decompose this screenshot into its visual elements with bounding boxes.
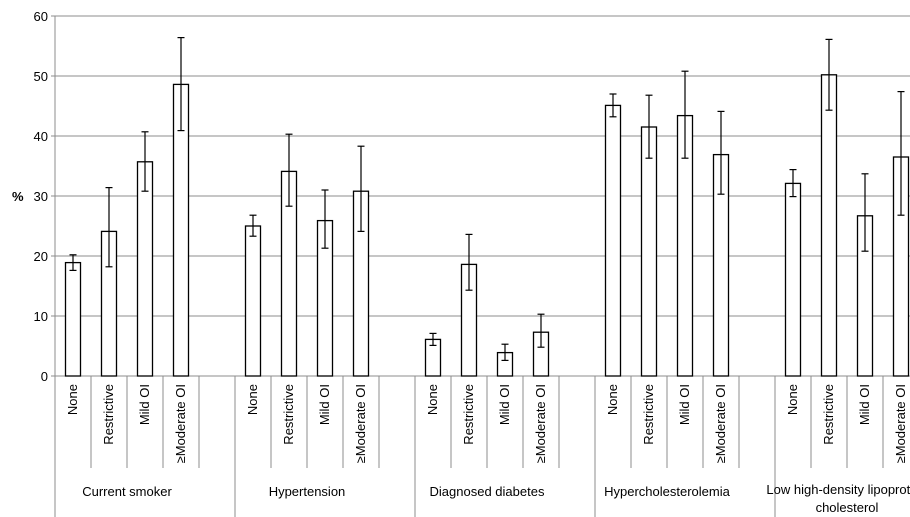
bar (640, 126, 658, 377)
group-label: Current smoker (82, 484, 172, 499)
category-label: Mild OI (137, 384, 152, 425)
y-tick-label: 60 (34, 9, 48, 24)
grid-layer (55, 15, 910, 317)
category-label: Restrictive (461, 384, 476, 445)
bar (244, 225, 262, 377)
y-axis-title: % (12, 189, 24, 204)
category-label: ≥Moderate OI (173, 384, 188, 463)
group-label: Hypertension (269, 484, 346, 499)
category-label: ≥Moderate OI (353, 384, 368, 463)
bar (604, 104, 622, 377)
bar (784, 182, 802, 377)
category-label: Mild OI (497, 384, 512, 425)
category-label: Mild OI (677, 384, 692, 425)
category-label: ≥Moderate OI (533, 384, 548, 463)
y-tick-label: 0 (41, 369, 48, 384)
bar (820, 74, 838, 377)
y-tick-label: 50 (34, 69, 48, 84)
category-label: ≥Moderate OI (713, 384, 728, 463)
y-tick-label: 30 (34, 189, 48, 204)
group-label: Diagnosed diabetes (430, 484, 545, 499)
bar (136, 161, 154, 377)
bar-layer (64, 36, 910, 377)
axis-layer: 0 10 20 30 40 50 60 (34, 9, 910, 517)
y-tick-label: 40 (34, 129, 48, 144)
category-label: Mild OI (317, 384, 332, 425)
y-tick-label: 10 (34, 309, 48, 324)
group-label: cholesterol (816, 500, 879, 515)
bar (64, 261, 82, 377)
category-label: Restrictive (281, 384, 296, 445)
y-tick-label: 20 (34, 249, 48, 264)
category-label: None (785, 384, 800, 415)
category-label: ≥Moderate OI (893, 384, 908, 463)
category-label: Mild OI (857, 384, 872, 425)
category-label: None (605, 384, 620, 415)
group-label: Low high-density lipoprotein (766, 482, 910, 497)
category-label: None (425, 384, 440, 415)
category-label: Restrictive (821, 384, 836, 445)
category-label: None (65, 384, 80, 415)
group-label: Hypercholesterolemia (604, 484, 730, 499)
category-label: Restrictive (101, 384, 116, 445)
category-label: Restrictive (641, 384, 656, 445)
category-label: None (245, 384, 260, 415)
label-layer: None Restrictive Mild OI ≥Moderate OI Curren… (65, 384, 910, 515)
